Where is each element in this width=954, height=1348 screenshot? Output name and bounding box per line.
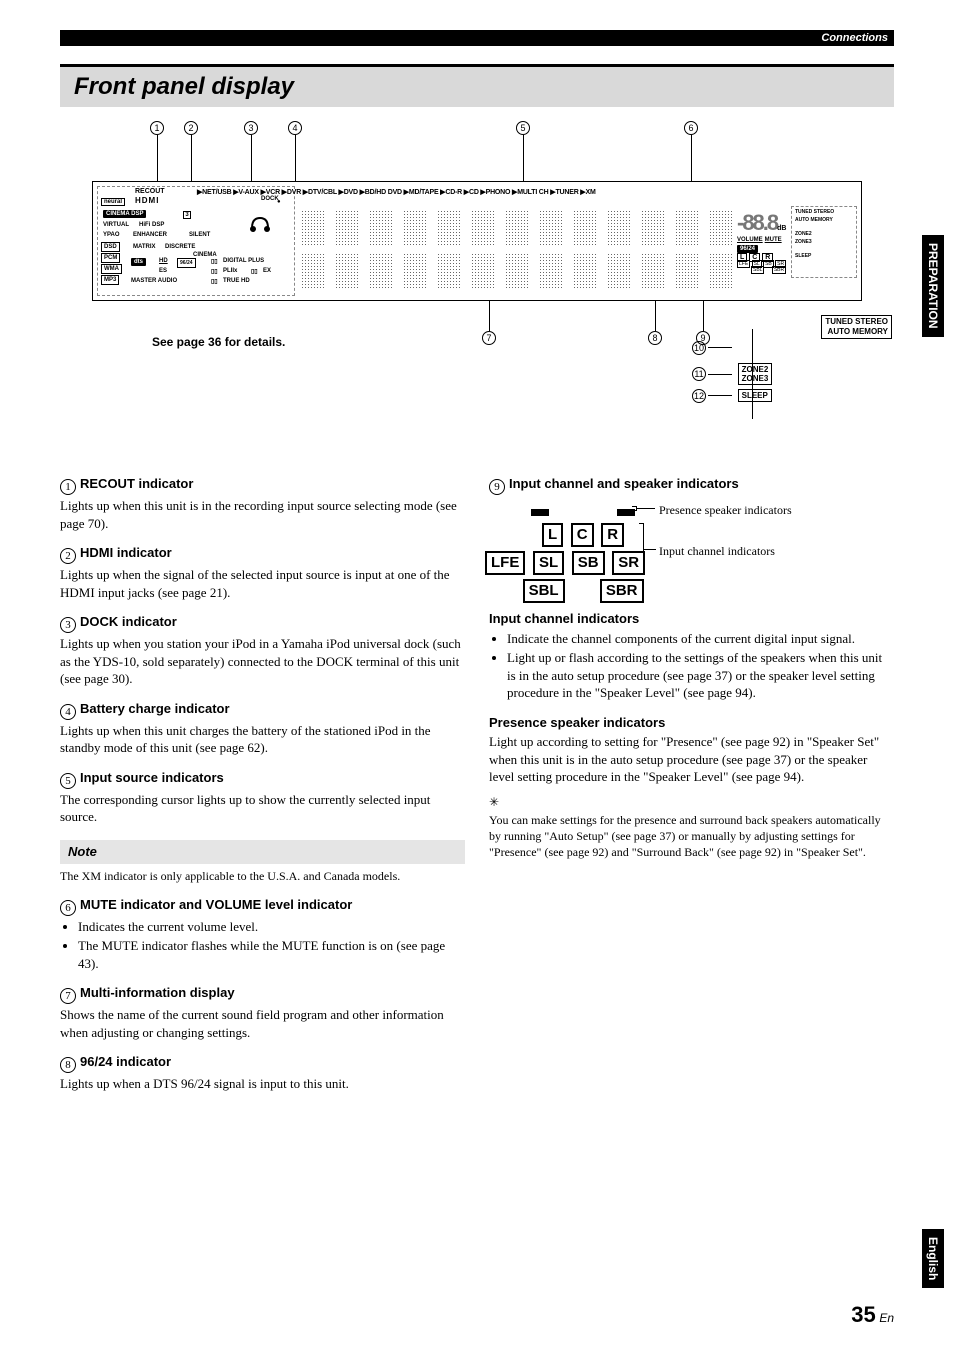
truehd-label: TRUE HD [223, 278, 250, 284]
item-head-7: 7Multi-information display [60, 984, 465, 1004]
front-panel-diagram: 1 2 3 4 5 6 RECOUT neural HDMI ▶NET/USB … [92, 125, 862, 445]
recout-label: RECOUT [135, 188, 165, 195]
see-page-note: See page 36 for details. [152, 335, 285, 349]
note-body: The XM indicator is only applicable to t… [60, 868, 465, 884]
ex-label: EX [263, 268, 271, 274]
item-head-3: 3DOCK indicator [60, 613, 465, 633]
callout-3: 3 [244, 121, 258, 135]
callout-1: 1 [150, 121, 164, 135]
list-item: The MUTE indicator flashes while the MUT… [78, 937, 465, 972]
note-header: Note [60, 840, 465, 864]
item-body-3: Lights up when you station your iPod in … [60, 635, 465, 688]
callout-8: 8 [648, 331, 662, 345]
badge-96-24: 96/24 [177, 258, 196, 268]
volume-digits: -88.8 [737, 210, 777, 235]
item-6-bullets: Indicates the current volume level. The … [60, 918, 465, 973]
item-head-4: 4Battery charge indicator [60, 700, 465, 720]
presence-spk-title: Presence speaker indicators [489, 714, 894, 732]
callout-5: 5 [516, 121, 530, 135]
right-annotations: TUNED STEREOAUTO MEMORY 10 11 ZONE2ZONE3… [692, 315, 892, 411]
display-panel: RECOUT neural HDMI ▶NET/USB ▶V-AUX ▶VCR … [92, 181, 862, 301]
mp3-badge: MP3 [101, 275, 119, 285]
item-head-8: 896/24 indicator [60, 1053, 465, 1073]
pcm-badge: PCM [101, 253, 120, 263]
item-body-8: Lights up when a DTS 96/24 signal is inp… [60, 1075, 465, 1093]
item-head-5: 5Input source indicators [60, 769, 465, 789]
callout-2: 2 [184, 121, 198, 135]
leader [655, 301, 656, 331]
item-body-1: Lights up when this unit is in the recor… [60, 497, 465, 532]
digital-plus-label: DIGITAL PLUS [223, 258, 264, 264]
item-head-6: 6MUTE indicator and VOLUME level indicat… [60, 896, 465, 916]
side-tab-english: English [922, 1229, 944, 1288]
item-head-1: 1RECOUT indicator [60, 475, 465, 495]
tip-body: You can make settings for the presence a… [489, 812, 894, 861]
left-dashed-group [97, 186, 295, 296]
wma-badge: WMA [101, 264, 122, 274]
list-item: Indicate the channel components of the c… [507, 630, 894, 648]
item-body-7: Shows the name of the current sound fiel… [60, 1006, 465, 1041]
hifi-dsp-label: HiFi DSP [139, 222, 164, 228]
hd-label: HD [159, 258, 168, 264]
dsd-badge: DSD [101, 242, 120, 252]
item-head-9: 9Input channel and speaker indicators [489, 475, 894, 495]
hdmi-label: HDMI [135, 196, 159, 205]
page-number: 35 En [851, 1302, 894, 1328]
input-sources-row: ▶NET/USB ▶V-AUX ▶VCR ▶DVR ▶DTV/CBL ▶DVD … [197, 188, 855, 196]
item-head-2: 2HDMI indicator [60, 544, 465, 564]
callout-6: 6 [684, 121, 698, 135]
section-title: Front panel display [60, 64, 894, 107]
virtual-label: VIRTUAL [103, 222, 129, 228]
neural-label: neural [101, 198, 125, 206]
es-label: ES [159, 268, 167, 274]
dts-badge: dts [131, 258, 146, 266]
list-item: Light up or flash according to the setti… [507, 649, 894, 702]
input-chan-label: Input channel indicators [659, 543, 775, 559]
matrix-label: MATRIX [133, 244, 156, 250]
speaker-indicator-diagram: L C R LFE SL SB SR SBL SBR Presence s [499, 503, 799, 598]
tip-icon: ✳ [489, 794, 894, 810]
input-channel-bullets: Indicate the channel components of the c… [489, 630, 894, 702]
headphones-icon [249, 214, 271, 234]
callout-7: 7 [482, 331, 496, 345]
right-column: 9Input channel and speaker indicators L … [489, 463, 894, 1093]
cinema-dsp-label: CINEMA DSP [103, 210, 146, 218]
item-body-2: Lights up when the signal of the selecte… [60, 566, 465, 601]
pliix-label: PLIIx [223, 268, 237, 274]
ypao-label: YPAO [103, 232, 120, 238]
item-body-4: Lights up when this unit charges the bat… [60, 722, 465, 757]
leader [523, 135, 524, 183]
input-channel-title: Input channel indicators [489, 610, 894, 628]
content-columns: 1RECOUT indicator Lights up when this un… [60, 463, 894, 1093]
leader [157, 135, 158, 183]
dot-matrix-display [301, 210, 733, 290]
list-item: Indicates the current volume level. [78, 918, 465, 936]
master-audio-label: MASTER AUDIO [131, 278, 177, 284]
callout-4: 4 [288, 121, 302, 135]
item-body-5: The corresponding cursor lights up to sh… [60, 791, 465, 826]
presence-spk-label: Presence speaker indicators [659, 502, 792, 518]
discrete-label: DISCRETE [165, 244, 195, 250]
side-tab-preparation: PREPARATION [922, 235, 944, 337]
enhancer-label: ENHANCER [133, 232, 167, 238]
left-column: 1RECOUT indicator Lights up when this un… [60, 463, 465, 1093]
right-indicator-stack: TUNED STEREO AUTO MEMORY ZONE2 ZONE3 SLE… [795, 208, 853, 260]
leader [489, 301, 490, 331]
silent-label: SILENT [189, 232, 210, 238]
presence-spk-body: Light up according to setting for "Prese… [489, 733, 894, 786]
top-connections-bar: Connections [60, 30, 894, 46]
